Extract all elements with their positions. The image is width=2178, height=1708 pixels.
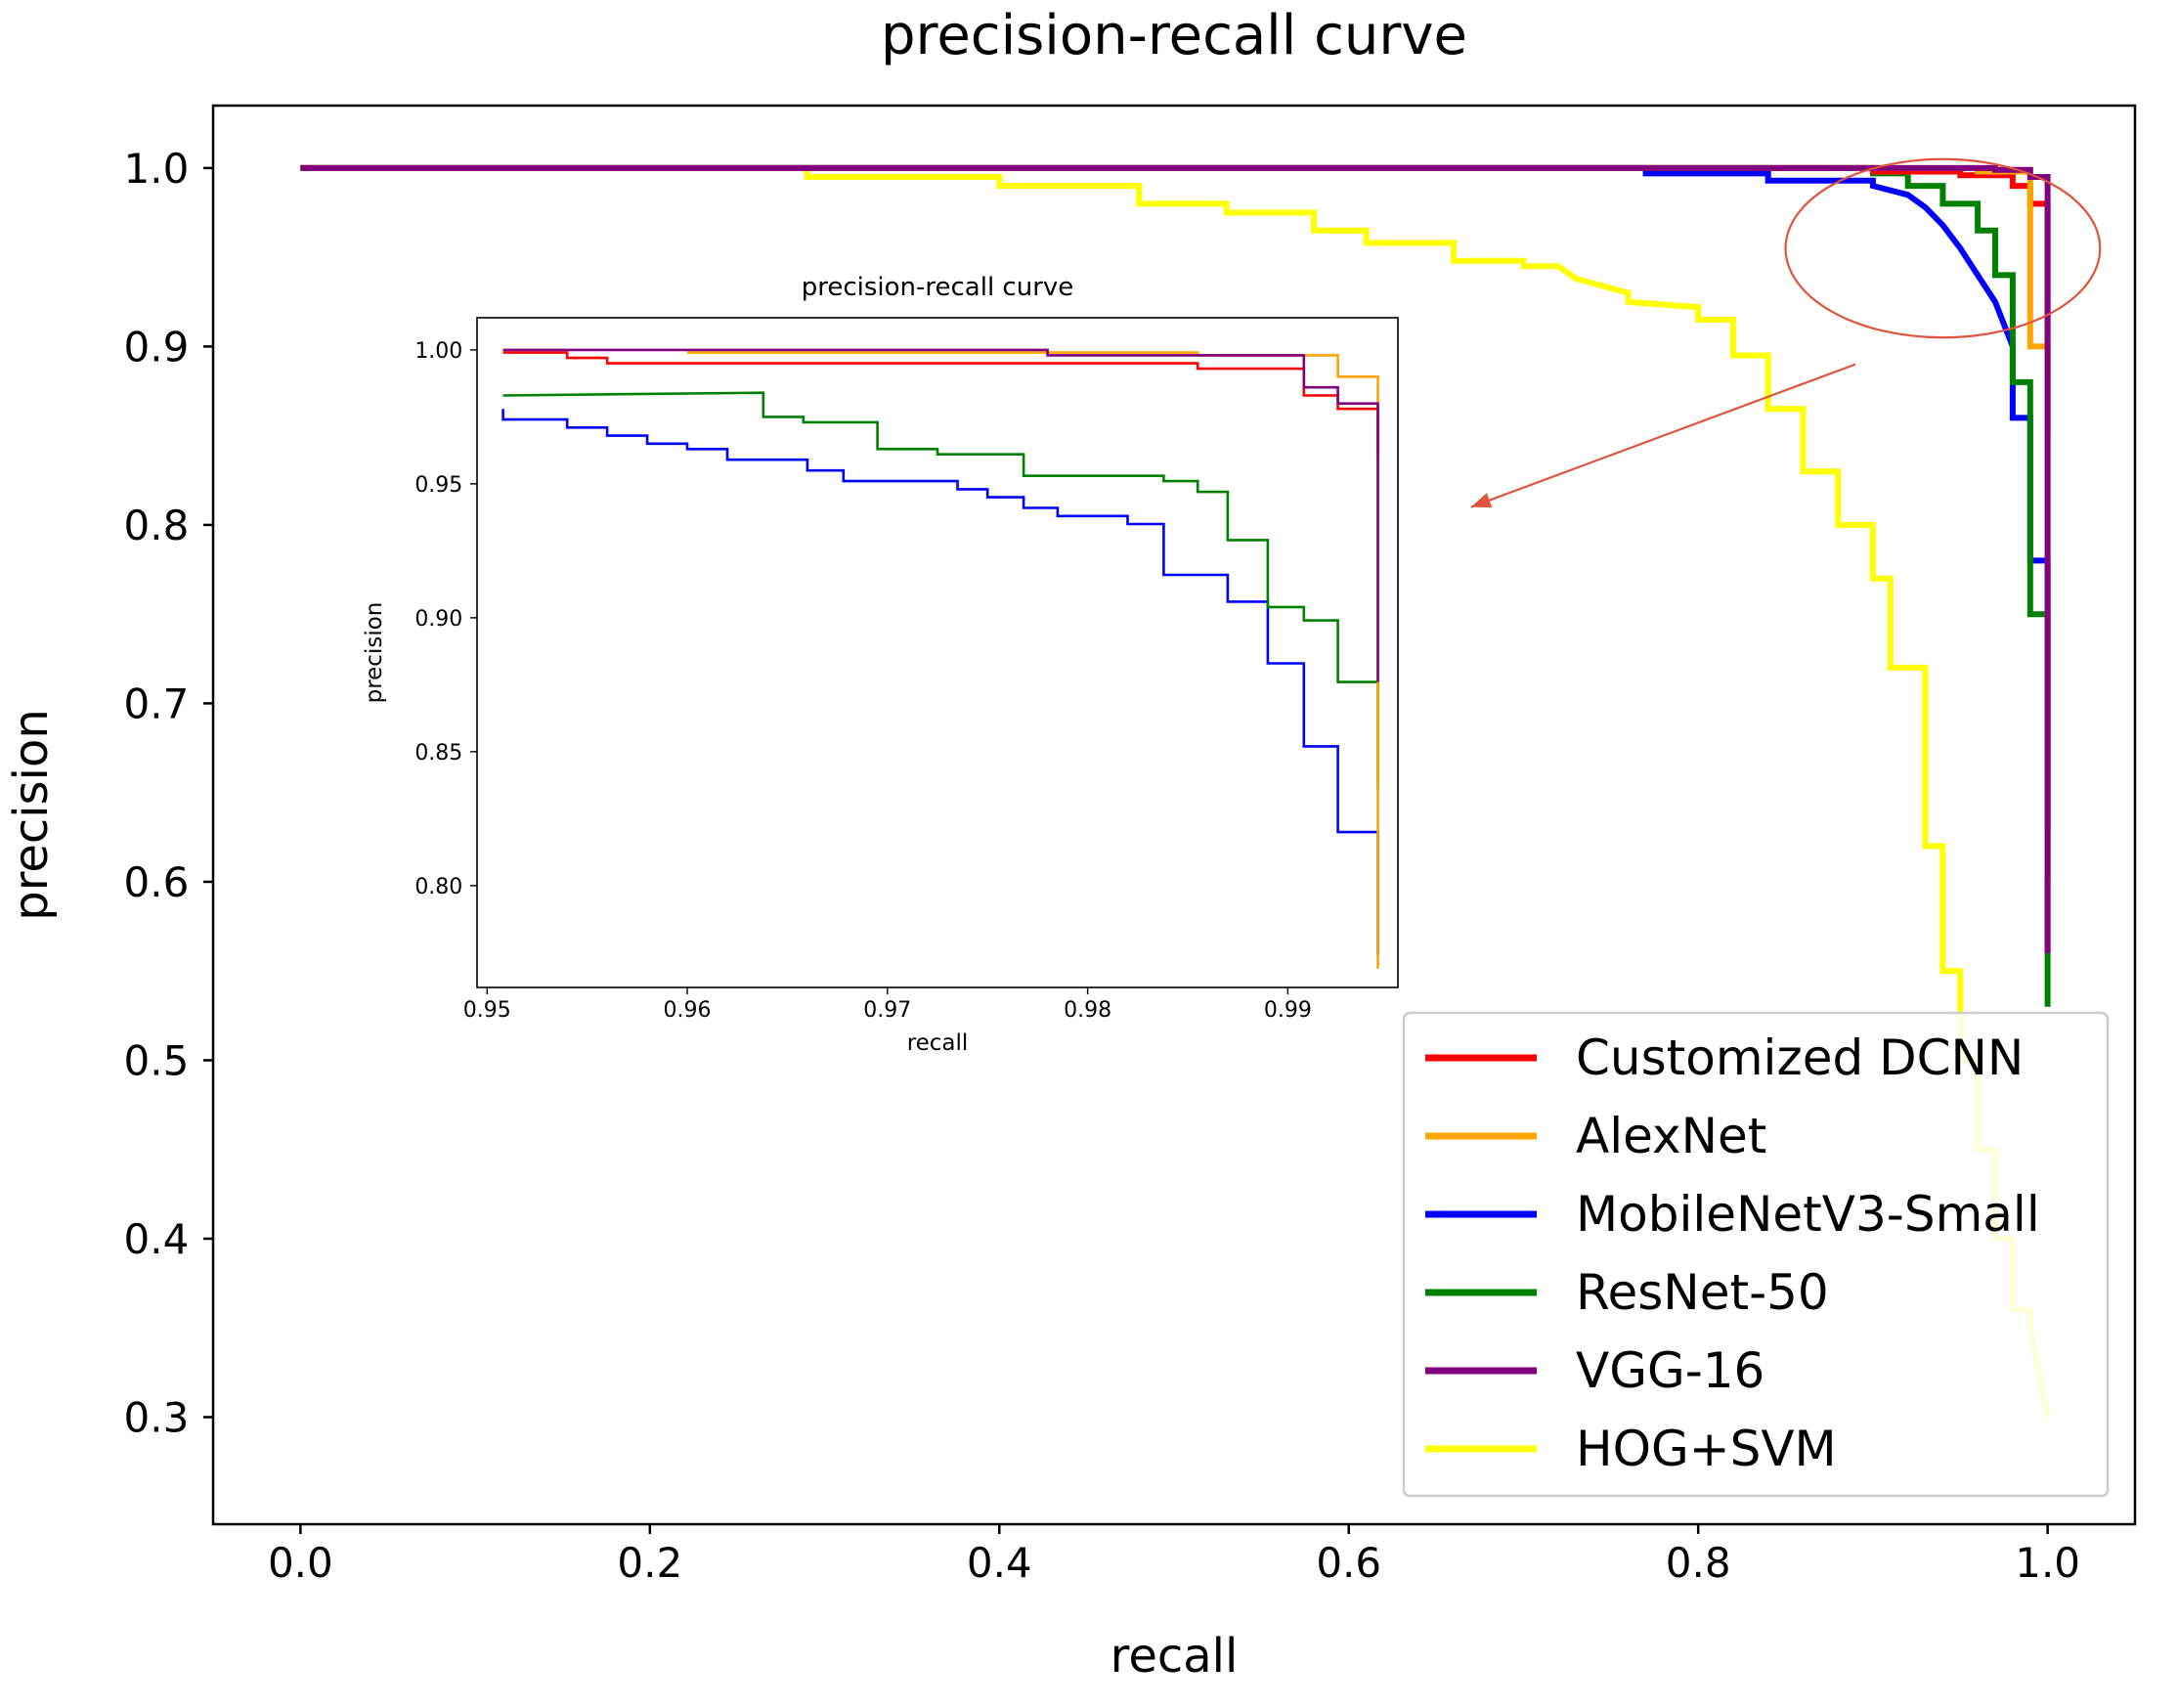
main-y-tick-label: 1.0	[124, 145, 190, 193]
inset-y-axis-label: precision	[362, 602, 387, 704]
inset-x-tick-label: 0.97	[863, 998, 911, 1023]
inset-y-tick-label: 0.85	[414, 741, 462, 766]
zoom-arrow-line	[1470, 363, 1856, 508]
main-x-tick-label: 1.0	[2015, 1539, 2080, 1587]
zoom-highlight-ellipse	[1784, 157, 2102, 339]
main-y-axis-label: precision	[4, 709, 59, 921]
inset-x-tick-label: 0.96	[664, 998, 712, 1023]
legend: Customized DCNN AlexNet MobileNetV3-Small R…	[1402, 1011, 2110, 1498]
main-x-tick-label: 0.8	[1666, 1539, 1731, 1587]
inset-x-tick-label: 0.98	[1064, 998, 1111, 1023]
legend-label: HOG+SVM	[1576, 1421, 1837, 1477]
inset-series-line-vgg-16	[502, 348, 1379, 682]
inset-y-tick-label: 0.80	[414, 875, 462, 899]
legend-label: VGG-16	[1576, 1342, 1764, 1399]
main-y-tick-label: 0.3	[124, 1394, 190, 1442]
inset-plot-area	[477, 318, 1398, 987]
inset-x-axis-label: recall	[907, 1030, 969, 1056]
inset-y-tick-label: 1.00	[414, 339, 462, 364]
main-y-tick-label: 0.7	[124, 680, 190, 728]
inset-y-tick-label: 0.95	[414, 473, 462, 498]
inset-axes-frame	[476, 317, 1399, 988]
legend-label: Customized DCNN	[1576, 1029, 2024, 1086]
main-y-tick-label: 0.6	[124, 858, 190, 906]
main-y-tick-label: 0.4	[124, 1215, 190, 1263]
legend-label: MobileNetV3-Small	[1576, 1186, 2040, 1243]
inset-x-tick-label: 0.99	[1264, 998, 1312, 1023]
main-y-tick-label: 0.8	[124, 502, 190, 549]
main-chart-title: precision-recall curve	[881, 4, 1467, 67]
inset-series-line-resnet-50	[502, 391, 1379, 790]
inset-y-tick-label: 0.90	[414, 607, 462, 632]
main-y-tick-label: 0.5	[124, 1037, 190, 1085]
main-x-tick-label: 0.2	[617, 1539, 682, 1587]
legend-label: ResNet-50	[1576, 1264, 1829, 1321]
legend-box	[1402, 1011, 2110, 1498]
inset-series-line-mobilenetv3-small	[501, 409, 1379, 956]
main-x-axis-label: recall	[1111, 1629, 1239, 1684]
inset-chart-group: 0.95 0.96 0.97 0.98 0.99 0.80 0.85 0.90 0.95 1.00…	[362, 273, 1399, 1056]
zoom-arrow-head	[1470, 493, 1493, 508]
main-series-line-vgg-16	[300, 164, 2051, 953]
main-axes-frame	[211, 104, 2137, 1526]
main-x-tick-label: 0.4	[967, 1539, 1032, 1587]
main-x-tick-label: 0.6	[1316, 1539, 1381, 1587]
main-y-tick-label: 0.9	[124, 324, 190, 372]
inset-series-line-customized-dcnn	[502, 351, 1379, 458]
inset-x-tick-label: 0.95	[463, 998, 511, 1023]
inset-series-group	[501, 348, 1379, 969]
main-x-tick-label: 0.0	[268, 1539, 333, 1587]
inset-series-line-alexnet	[687, 351, 1379, 969]
inset-chart-title: precision-recall curve	[802, 273, 1074, 302]
legend-label: AlexNet	[1576, 1108, 1766, 1164]
